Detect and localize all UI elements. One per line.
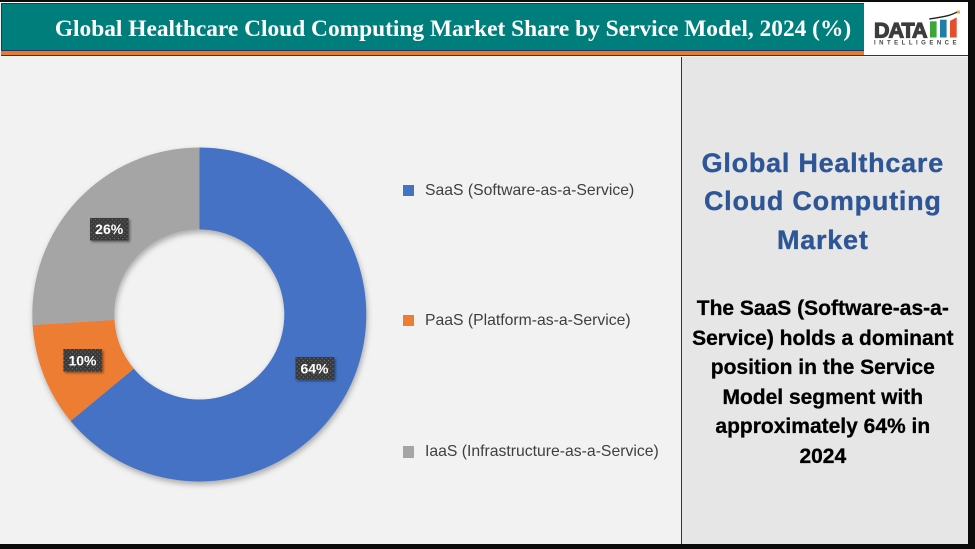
svg-text:DATA: DATA [874, 19, 927, 43]
svg-text:10%: 10% [68, 352, 97, 368]
svg-text:26%: 26% [95, 221, 124, 237]
svg-text:64%: 64% [300, 360, 329, 376]
svg-text:INTELLIGENCE: INTELLIGENCE [874, 41, 960, 47]
